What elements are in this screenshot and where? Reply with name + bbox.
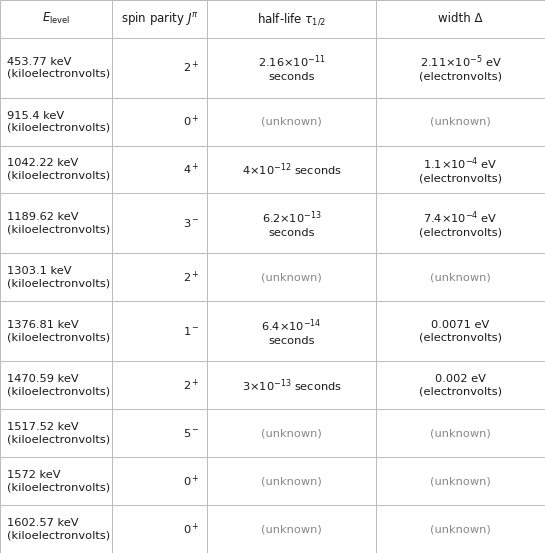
Text: half-life $\tau_{1/2}$: half-life $\tau_{1/2}$ [257,11,326,27]
Text: 0$^+$: 0$^+$ [183,521,200,537]
Text: (unknown): (unknown) [261,524,322,534]
Text: 3×10$^{-13}$ seconds: 3×10$^{-13}$ seconds [241,377,342,394]
Text: width Δ: width Δ [438,12,483,25]
Text: $E_{\mathrm{level}}$: $E_{\mathrm{level}}$ [42,11,70,27]
Text: 2$^+$: 2$^+$ [183,270,200,285]
Text: (unknown): (unknown) [261,428,322,438]
Text: 2.11×10$^{-5}$ eV
(electronvolts): 2.11×10$^{-5}$ eV (electronvolts) [419,53,502,82]
Text: 6.2×10$^{-13}$
seconds: 6.2×10$^{-13}$ seconds [262,209,322,238]
Text: 0$^+$: 0$^+$ [183,473,200,489]
Text: 4$^+$: 4$^+$ [183,162,200,177]
Text: (unknown): (unknown) [261,117,322,127]
Text: 1572 keV
(kiloelectronvolts): 1572 keV (kiloelectronvolts) [7,470,110,492]
Text: 7.4×10$^{-4}$ eV
(electronvolts): 7.4×10$^{-4}$ eV (electronvolts) [419,209,502,238]
Text: (unknown): (unknown) [261,476,322,486]
Text: 1376.81 keV
(kiloelectronvolts): 1376.81 keV (kiloelectronvolts) [7,320,110,342]
Text: 4×10$^{-12}$ seconds: 4×10$^{-12}$ seconds [241,161,342,178]
Text: 1602.57 keV
(kiloelectronvolts): 1602.57 keV (kiloelectronvolts) [7,518,110,540]
Text: spin parity $J^{\pi}$: spin parity $J^{\pi}$ [120,11,198,27]
Text: 0.002 eV
(electronvolts): 0.002 eV (electronvolts) [419,374,502,397]
Text: (unknown): (unknown) [261,273,322,283]
Text: 1$^-$: 1$^-$ [183,325,200,337]
Text: (unknown): (unknown) [430,428,491,438]
Text: 1.1×10$^{-4}$ eV
(electronvolts): 1.1×10$^{-4}$ eV (electronvolts) [419,155,502,184]
Text: 0.0071 eV
(electronvolts): 0.0071 eV (electronvolts) [419,320,502,342]
Text: 6.4×10$^{-14}$
seconds: 6.4×10$^{-14}$ seconds [261,317,322,346]
Text: 1189.62 keV
(kiloelectronvolts): 1189.62 keV (kiloelectronvolts) [7,212,110,234]
Text: 1470.59 keV
(kiloelectronvolts): 1470.59 keV (kiloelectronvolts) [7,374,110,397]
Text: 2$^+$: 2$^+$ [183,378,200,393]
Text: (unknown): (unknown) [430,273,491,283]
Text: 1517.52 keV
(kiloelectronvolts): 1517.52 keV (kiloelectronvolts) [7,422,110,444]
Text: 915.4 keV
(kiloelectronvolts): 915.4 keV (kiloelectronvolts) [7,111,110,133]
Text: 2.16×10$^{-11}$
seconds: 2.16×10$^{-11}$ seconds [258,53,325,82]
Text: 453.77 keV
(kiloelectronvolts): 453.77 keV (kiloelectronvolts) [7,56,110,79]
Text: 1303.1 keV
(kiloelectronvolts): 1303.1 keV (kiloelectronvolts) [7,267,110,289]
Text: 1042.22 keV
(kiloelectronvolts): 1042.22 keV (kiloelectronvolts) [7,159,110,180]
Text: 0$^+$: 0$^+$ [183,114,200,129]
Text: (unknown): (unknown) [430,117,491,127]
Text: 3$^-$: 3$^-$ [183,217,200,229]
Text: (unknown): (unknown) [430,476,491,486]
Text: (unknown): (unknown) [430,524,491,534]
Text: 5$^-$: 5$^-$ [183,427,200,439]
Text: 2$^+$: 2$^+$ [183,60,200,75]
